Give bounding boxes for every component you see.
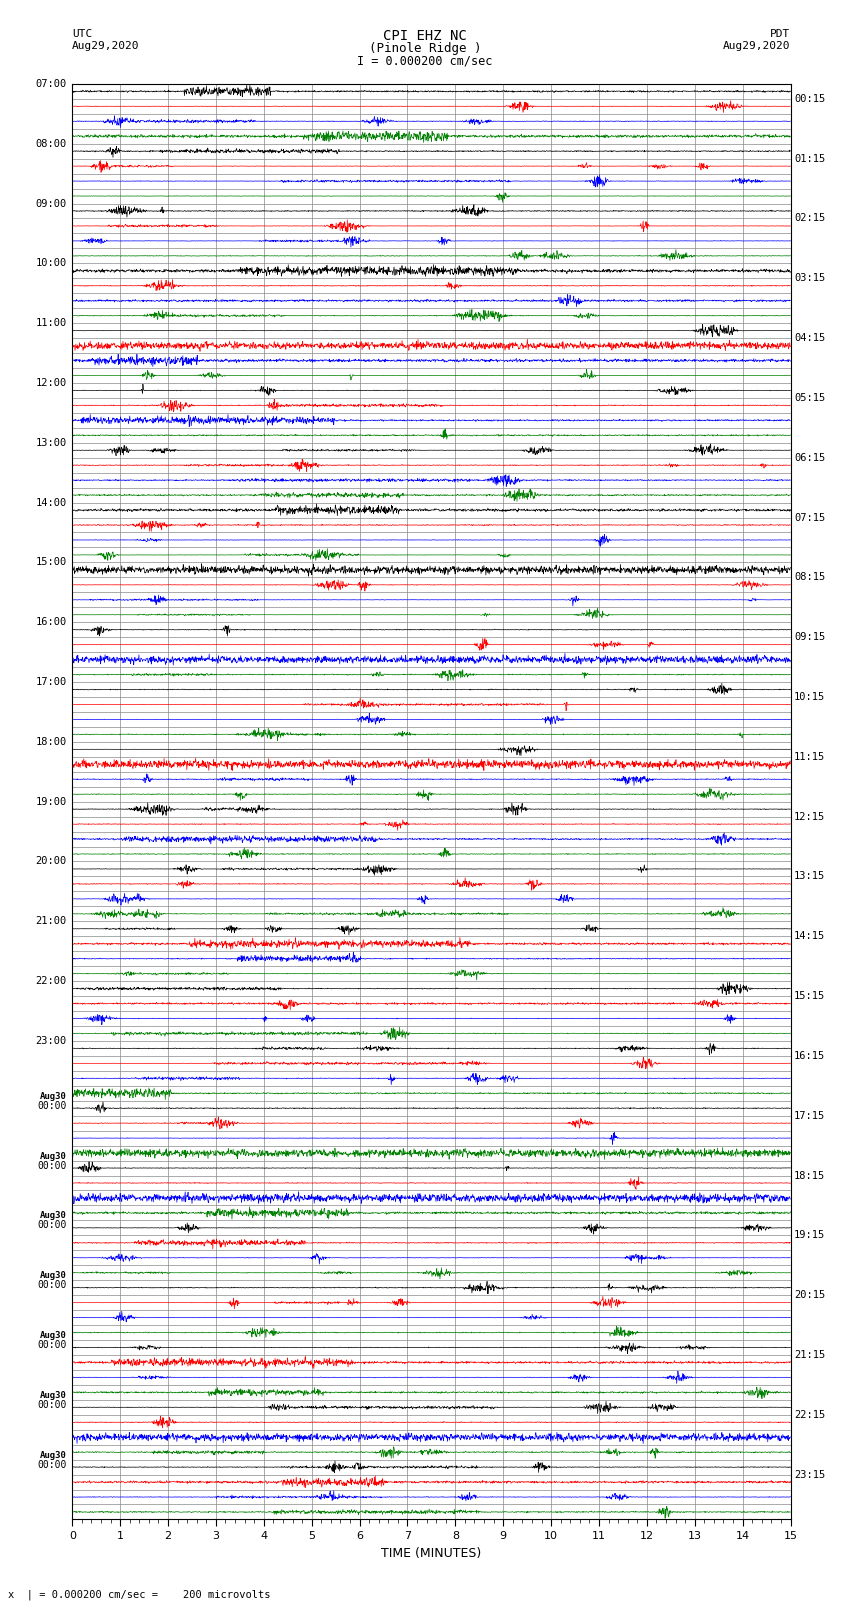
Text: Aug30: Aug30 xyxy=(40,1271,66,1281)
Text: 20:15: 20:15 xyxy=(794,1290,825,1300)
Text: I = 0.000200 cm/sec: I = 0.000200 cm/sec xyxy=(357,55,493,68)
Text: 01:15: 01:15 xyxy=(794,153,825,163)
Text: 09:00: 09:00 xyxy=(35,198,66,208)
Text: 00:00: 00:00 xyxy=(37,1340,66,1350)
Text: 09:15: 09:15 xyxy=(794,632,825,642)
Text: 23:15: 23:15 xyxy=(794,1469,825,1479)
Text: Aug30: Aug30 xyxy=(40,1331,66,1340)
Text: 10:15: 10:15 xyxy=(794,692,825,702)
Text: 21:00: 21:00 xyxy=(35,916,66,926)
Text: 14:00: 14:00 xyxy=(35,497,66,508)
Text: 00:00: 00:00 xyxy=(37,1100,66,1111)
Text: 04:15: 04:15 xyxy=(794,334,825,344)
Text: 05:15: 05:15 xyxy=(794,394,825,403)
Text: Aug30: Aug30 xyxy=(40,1450,66,1460)
Text: 00:00: 00:00 xyxy=(37,1161,66,1171)
Text: 15:15: 15:15 xyxy=(794,990,825,1002)
Text: Aug30: Aug30 xyxy=(40,1152,66,1161)
Text: 00:15: 00:15 xyxy=(794,94,825,103)
X-axis label: TIME (MINUTES): TIME (MINUTES) xyxy=(382,1547,481,1560)
Text: Aug30: Aug30 xyxy=(40,1390,66,1400)
Text: 12:15: 12:15 xyxy=(794,811,825,821)
Text: 22:00: 22:00 xyxy=(35,976,66,986)
Text: 23:00: 23:00 xyxy=(35,1036,66,1045)
Text: 07:15: 07:15 xyxy=(794,513,825,523)
Text: 11:00: 11:00 xyxy=(35,318,66,327)
Text: 00:00: 00:00 xyxy=(37,1221,66,1231)
Text: 07:00: 07:00 xyxy=(35,79,66,89)
Text: Aug30: Aug30 xyxy=(40,1211,66,1221)
Text: (Pinole Ridge ): (Pinole Ridge ) xyxy=(369,42,481,55)
Text: 03:15: 03:15 xyxy=(794,273,825,284)
Text: 00:00: 00:00 xyxy=(37,1400,66,1410)
Text: 10:00: 10:00 xyxy=(35,258,66,268)
Text: 19:15: 19:15 xyxy=(794,1231,825,1240)
Text: 16:15: 16:15 xyxy=(794,1052,825,1061)
Text: 22:15: 22:15 xyxy=(794,1410,825,1419)
Text: 15:00: 15:00 xyxy=(35,558,66,568)
Text: 02:15: 02:15 xyxy=(794,213,825,224)
Text: 08:15: 08:15 xyxy=(794,573,825,582)
Text: 19:00: 19:00 xyxy=(35,797,66,806)
Text: 14:15: 14:15 xyxy=(794,931,825,942)
Text: 17:00: 17:00 xyxy=(35,677,66,687)
Text: 20:00: 20:00 xyxy=(35,857,66,866)
Text: 06:15: 06:15 xyxy=(794,453,825,463)
Text: 17:15: 17:15 xyxy=(794,1111,825,1121)
Text: 18:00: 18:00 xyxy=(35,737,66,747)
Text: UTC
Aug29,2020: UTC Aug29,2020 xyxy=(72,29,139,50)
Text: 00:00: 00:00 xyxy=(37,1460,66,1469)
Text: 21:15: 21:15 xyxy=(794,1350,825,1360)
Text: 16:00: 16:00 xyxy=(35,618,66,627)
Text: Aug30: Aug30 xyxy=(40,1092,66,1100)
Text: 18:15: 18:15 xyxy=(794,1171,825,1181)
Text: CPI EHZ NC: CPI EHZ NC xyxy=(383,29,467,44)
Text: 12:00: 12:00 xyxy=(35,377,66,389)
Text: PDT
Aug29,2020: PDT Aug29,2020 xyxy=(723,29,791,50)
Text: 00:00: 00:00 xyxy=(37,1281,66,1290)
Text: 13:00: 13:00 xyxy=(35,437,66,448)
Text: x  | = 0.000200 cm/sec =    200 microvolts: x | = 0.000200 cm/sec = 200 microvolts xyxy=(8,1589,271,1600)
Text: 08:00: 08:00 xyxy=(35,139,66,148)
Text: 13:15: 13:15 xyxy=(794,871,825,881)
Text: 11:15: 11:15 xyxy=(794,752,825,761)
